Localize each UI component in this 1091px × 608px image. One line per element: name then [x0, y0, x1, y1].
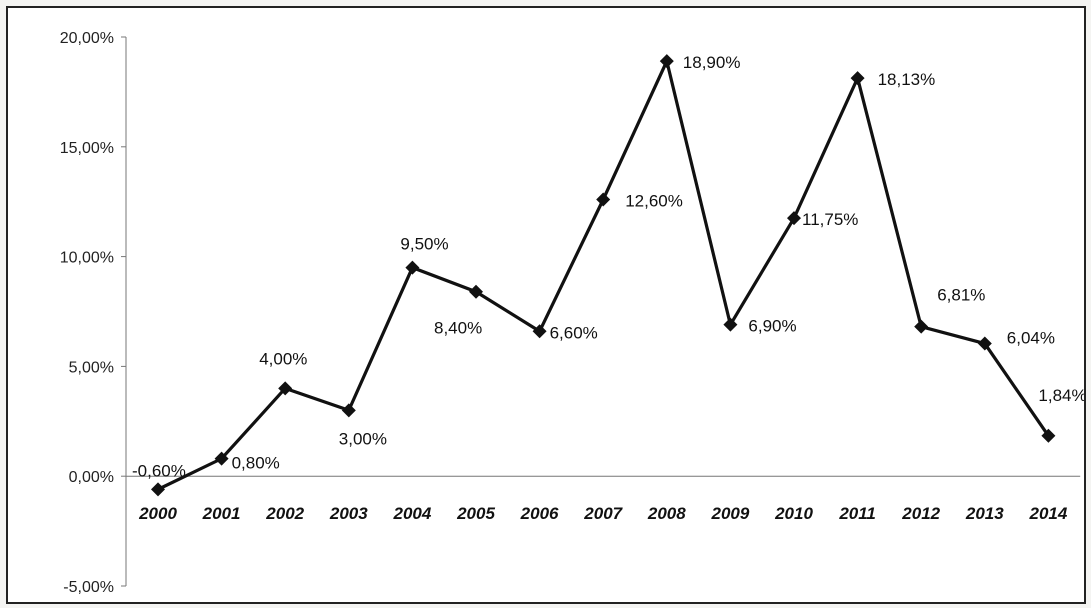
data-label: 18,90% — [683, 53, 741, 72]
x-axis: 2000 2001 2002 2003 2004 2005 2006 2007 2008 2009… — [126, 475, 1081, 523]
chart-frame: 20,00% 15,00% 10,00% 5,00% 0,00% -5,00% 2000 2… — [6, 6, 1086, 604]
data-label: 6,04% — [1007, 329, 1055, 348]
x-tick-label: 2010 — [774, 504, 813, 523]
data-point-marker — [532, 324, 547, 339]
x-tick-label: 2005 — [456, 504, 495, 523]
data-point-marker — [596, 192, 611, 207]
data-point-marker — [850, 71, 865, 86]
x-tick-label: 2004 — [392, 504, 431, 523]
x-tick-label: 2011 — [838, 504, 876, 523]
data-label: 8,40% — [434, 319, 482, 338]
y-tick-label: -5,00% — [63, 579, 114, 596]
data-point-marker — [278, 381, 293, 396]
data-point-marker — [405, 260, 420, 275]
x-tick-label: 2012 — [901, 504, 940, 523]
data-point-marker — [341, 403, 356, 418]
data-label: 6,81% — [937, 286, 985, 305]
data-point-marker — [723, 317, 738, 332]
series-layer — [151, 54, 1056, 497]
data-labels: -0,60% 0,80% 4,00% 3,00% 9,50% 8,40% 6,60% 12,6… — [132, 53, 1084, 480]
data-label: -0,60% — [132, 461, 186, 480]
data-label: 12,60% — [625, 192, 683, 211]
y-axis: 20,00% 15,00% 10,00% 5,00% 0,00% -5,00% — [60, 30, 127, 596]
x-tick-label: 2013 — [965, 504, 1004, 523]
data-point-marker — [787, 211, 801, 226]
x-tick-label: 2007 — [583, 504, 623, 523]
x-tick-label: 2008 — [647, 504, 686, 523]
x-tick-label: 2009 — [710, 504, 749, 523]
data-label: 4,00% — [259, 349, 307, 368]
y-tick-label: 20,00% — [60, 30, 114, 47]
y-tick-label: 0,00% — [69, 469, 114, 486]
data-point-marker — [914, 319, 929, 334]
x-tick-label: 2006 — [520, 504, 559, 523]
data-label: 6,60% — [550, 323, 598, 342]
line-chart: 20,00%15,00%10,00%5,00%0,00%-5,00% 2000 2… — [60, 30, 1084, 596]
data-point-marker — [977, 336, 992, 351]
y-tick-label: 5,00% — [69, 359, 114, 376]
y-tick-label: 10,00% — [60, 250, 114, 267]
data-point-marker — [214, 451, 229, 466]
x-tick-label: 2001 — [202, 504, 241, 523]
x-tick-label: 2002 — [265, 504, 304, 523]
data-label: 11,75% — [802, 210, 858, 229]
x-tick-label: 2003 — [329, 504, 368, 523]
data-label: 0,80% — [232, 454, 280, 473]
x-tick-label: 2014 — [1028, 504, 1067, 523]
data-label: 9,50% — [400, 235, 448, 254]
data-label: 1,84% — [1038, 386, 1084, 405]
x-tick-label: 2000 — [138, 504, 177, 523]
data-label: 3,00% — [339, 429, 387, 448]
data-label: 6,90% — [748, 317, 796, 336]
data-point-marker — [659, 54, 674, 69]
data-point-marker — [151, 482, 165, 497]
y-tick-label: 15,00% — [60, 140, 114, 157]
data-point-marker — [469, 284, 483, 299]
series-line — [157, 56, 1050, 491]
data-label: 18,13% — [878, 70, 936, 89]
data-point-marker — [1041, 428, 1056, 443]
